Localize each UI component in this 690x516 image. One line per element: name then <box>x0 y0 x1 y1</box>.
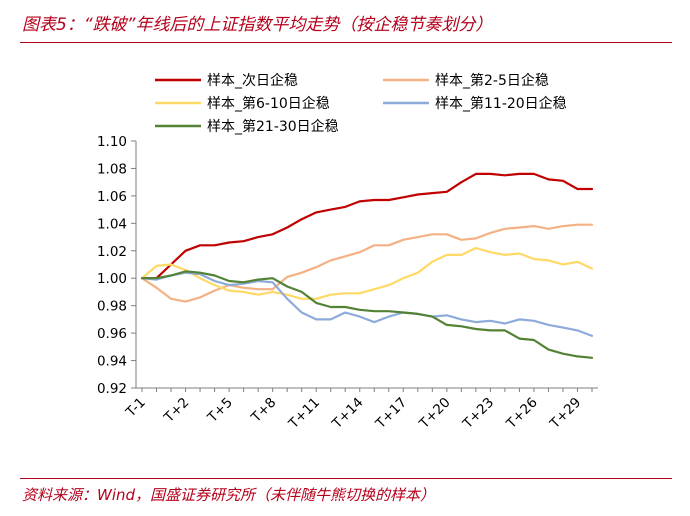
plot-area <box>140 172 594 359</box>
source-divider <box>20 478 672 479</box>
y-tick-label: 1.06 <box>97 189 127 205</box>
y-tick-label: 0.94 <box>97 354 127 370</box>
series-line-3 <box>140 246 594 300</box>
x-tick-label: T+20 <box>416 395 454 433</box>
x-tick-label: T+17 <box>372 395 410 433</box>
chart-title: 图表5：“跌破”年线后的上证指数平均走势（按企稳节奏划分） <box>22 15 493 35</box>
legend-label: 样本_次日企稳 <box>207 72 298 89</box>
x-tick-label: T+8 <box>248 395 280 427</box>
title-divider <box>20 42 672 43</box>
y-tick-label: 1.08 <box>97 161 127 177</box>
y-axis: 0.92 0.94 0.96 0.98 1.00 1.02 1.04 1.06 1.08 1.10 <box>97 134 137 397</box>
series-line-5 <box>140 270 594 359</box>
series-line-1 <box>140 172 594 280</box>
y-tick-label: 0.98 <box>97 299 127 315</box>
source-note: 资料来源：Wind，国盛证券研究所（未伴随牛熊切换的样本） <box>22 486 436 504</box>
x-tick-label: T+23 <box>459 395 497 433</box>
legend-label: 样本_第11-20日企稳 <box>435 95 567 112</box>
x-tick-label: T-1 <box>122 395 148 421</box>
y-tick-label: 1.10 <box>97 134 127 150</box>
x-axis: T-1 T+2 T+5 T+8 T+11 T+14 T+17 T+20 T+23 T+26 T+29 <box>122 387 598 433</box>
x-tick-label: T+11 <box>285 395 323 433</box>
x-tick-label: T+5 <box>204 395 236 427</box>
x-tick-label: T+2 <box>160 395 192 427</box>
series-line-2 <box>140 223 594 303</box>
legend-label: 样本_第2-5日企稳 <box>435 72 549 89</box>
series-line-4 <box>140 271 594 337</box>
y-tick-label: 1.00 <box>97 271 127 287</box>
x-tick-label: T+26 <box>503 395 541 433</box>
x-tick-label: T+14 <box>329 395 367 433</box>
y-tick-label: 0.96 <box>97 326 127 342</box>
legend-label: 样本_第21-30日企稳 <box>207 118 339 135</box>
y-tick-label: 1.02 <box>97 244 127 260</box>
y-tick-label: 0.92 <box>97 381 127 397</box>
legend-label: 样本_第6-10日企稳 <box>207 95 330 112</box>
x-tick-label: T+29 <box>546 395 584 433</box>
y-tick-label: 1.04 <box>97 216 127 232</box>
